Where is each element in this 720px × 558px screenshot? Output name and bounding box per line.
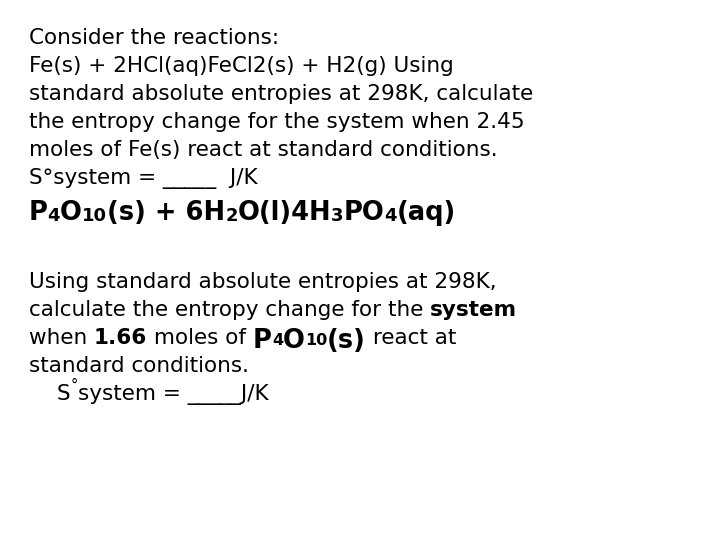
Text: S: S xyxy=(57,384,71,404)
Text: Consider the reactions:: Consider the reactions: xyxy=(29,28,279,48)
Text: calculate the entropy change for the: calculate the entropy change for the xyxy=(29,300,430,320)
Text: O: O xyxy=(60,200,82,226)
Text: 2: 2 xyxy=(225,207,238,225)
Text: 1.66: 1.66 xyxy=(94,328,147,348)
Text: the entropy change for the system when 2.45: the entropy change for the system when 2… xyxy=(29,112,524,132)
Text: O: O xyxy=(283,328,305,354)
Text: 10: 10 xyxy=(305,333,327,348)
Text: O(l)4H: O(l)4H xyxy=(238,200,331,226)
Text: standard conditions.: standard conditions. xyxy=(29,356,249,376)
Text: (s): (s) xyxy=(327,328,366,354)
Text: (s) + 6H: (s) + 6H xyxy=(107,200,225,226)
Text: standard absolute entropies at 298K, calculate: standard absolute entropies at 298K, cal… xyxy=(29,84,533,104)
Text: (aq): (aq) xyxy=(397,200,456,226)
Text: react at: react at xyxy=(366,328,456,348)
Text: 10: 10 xyxy=(82,207,107,225)
Text: moles of: moles of xyxy=(147,328,253,348)
Text: moles of Fe(s) react at standard conditions.: moles of Fe(s) react at standard conditi… xyxy=(29,140,498,160)
Text: Using standard absolute entropies at 298K,: Using standard absolute entropies at 298… xyxy=(29,272,496,292)
Text: 4: 4 xyxy=(384,207,397,225)
Text: 4: 4 xyxy=(272,333,283,348)
Text: 4: 4 xyxy=(48,207,60,225)
Text: P: P xyxy=(253,328,272,354)
Text: Fe(s) + 2HCl(aq)FeCl2(s) + H2(g) Using: Fe(s) + 2HCl(aq)FeCl2(s) + H2(g) Using xyxy=(29,56,454,76)
Text: PO: PO xyxy=(344,200,384,226)
Text: S°system = _____  J/K: S°system = _____ J/K xyxy=(29,168,258,189)
Text: °: ° xyxy=(71,378,78,393)
Text: P: P xyxy=(29,200,48,226)
Text: system = _____J/K: system = _____J/K xyxy=(78,384,269,405)
Text: system: system xyxy=(430,300,517,320)
Text: 3: 3 xyxy=(331,207,344,225)
Text: when: when xyxy=(29,328,94,348)
